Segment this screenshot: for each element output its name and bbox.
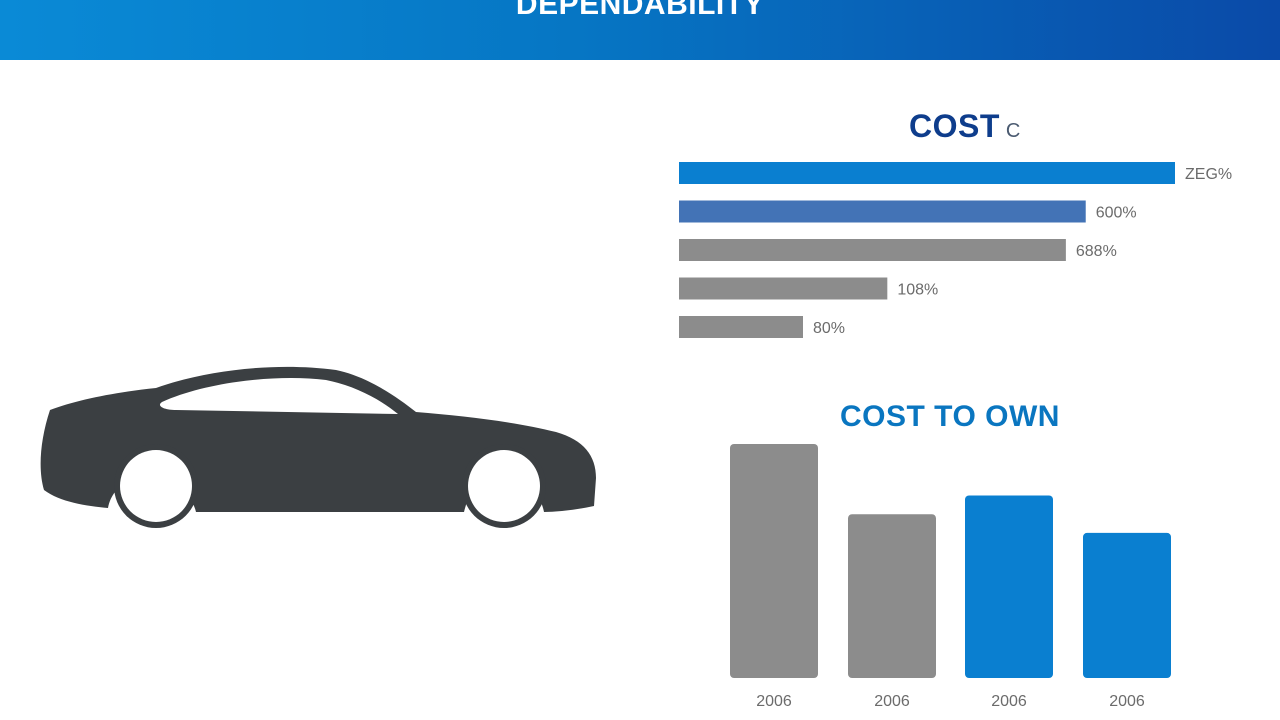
cost-chart-title-text: COST — [909, 108, 1000, 144]
cost-bar-label-2: 600% — [1096, 205, 1137, 222]
cost-chart-title-suffix: C — [1005, 120, 1021, 142]
cost-to-own-tick-label-1: 2006 — [756, 693, 792, 710]
header-banner: DEPENDABILITY — [0, 0, 1280, 60]
cost-to-own-tick-label-3: 2006 — [991, 693, 1027, 710]
page-title: DEPENDABILITY — [515, 0, 765, 21]
car-silhouette-icon — [36, 360, 600, 540]
cost-bar-1 — [679, 162, 1175, 184]
cost-to-own-bar-2 — [848, 514, 936, 678]
cost-bar-label-3: 688% — [1076, 243, 1117, 260]
cost-bar-label-5: 80% — [813, 320, 845, 337]
cost-bar-4 — [679, 277, 888, 300]
cost-bar-3 — [679, 239, 1066, 261]
cost-bar-label-4: 108% — [897, 282, 938, 299]
cost-to-own-bar-4 — [1083, 532, 1171, 678]
cost-bar-5 — [679, 316, 803, 338]
cost-to-own-bar-3 — [965, 495, 1053, 678]
cost-to-own-bar-1 — [730, 444, 818, 678]
cost-to-own-tick-label-2: 2006 — [874, 693, 910, 710]
cost-bar-label-1: ZEG% — [1185, 166, 1232, 183]
cost-chart-title: COST C — [909, 108, 1021, 145]
cost-to-own-chart-title: COST TO OWN — [840, 400, 1060, 433]
cost-to-own-tick-label-4: 2006 — [1109, 693, 1145, 710]
cost-bar-2 — [679, 200, 1086, 223]
